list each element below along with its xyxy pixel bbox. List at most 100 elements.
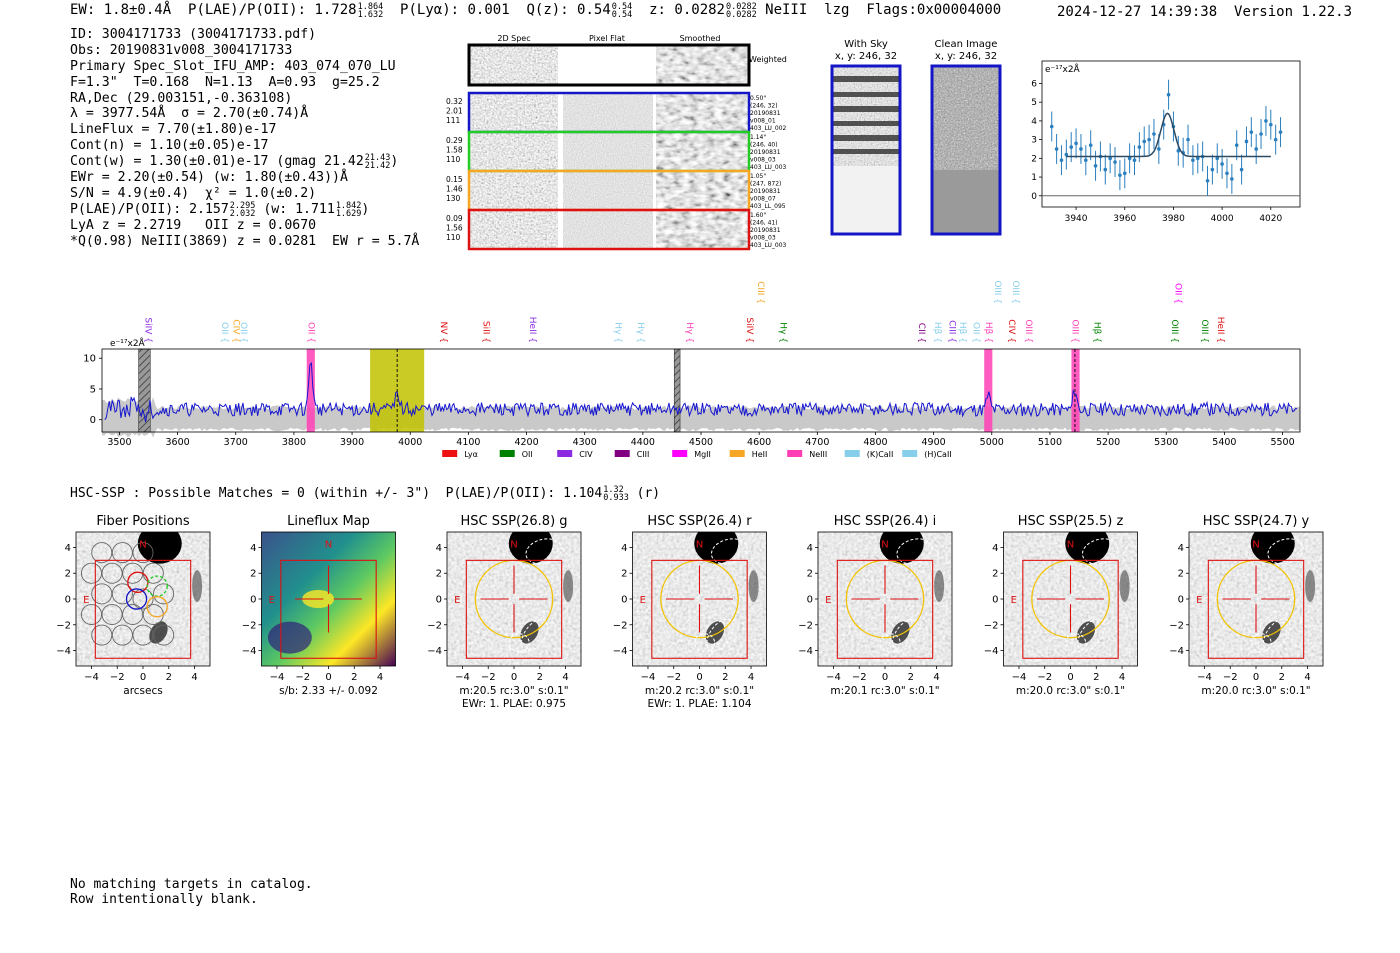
panel-ytick-label: 2 bbox=[65, 569, 71, 580]
spectrum-line-label: Hγ { bbox=[612, 322, 622, 343]
fit-point bbox=[1157, 147, 1161, 151]
cutout-right-label: 20190831 bbox=[750, 149, 781, 156]
clean-image-coord: x, y: 246, 32 bbox=[935, 51, 997, 62]
with-sky-image bbox=[830, 64, 902, 236]
spectrum-xtick-label: 4800 bbox=[863, 437, 887, 448]
panel-xtick-label: 2 bbox=[1093, 672, 1099, 683]
panel-caption: m:20.2 rc:3.0" s:0.1" bbox=[645, 685, 754, 697]
line-fit-chart: e⁻¹⁷x2Å 0 1 2 3 4 5 6 3940 3960 3980 4000 4020 bbox=[1031, 60, 1301, 224]
fiber-circle bbox=[91, 542, 113, 564]
panel-xtick-label: −4 bbox=[455, 672, 470, 683]
spectrum-xtick-label: 4000 bbox=[398, 437, 422, 448]
legend-label: (K)CaII bbox=[867, 450, 894, 459]
east-label: E bbox=[1196, 595, 1202, 606]
footer-line-2: Row intentionally blank. bbox=[70, 892, 258, 907]
fit-point bbox=[1127, 156, 1132, 161]
spectrum-line-label: HeII { bbox=[527, 317, 537, 343]
north-label: N bbox=[325, 539, 332, 550]
panel-ytick-label: −4 bbox=[427, 646, 442, 657]
spectrum-xtick-label: 4500 bbox=[689, 437, 713, 448]
cutout-left-label: 111 bbox=[446, 116, 461, 125]
fit-xtick-label: 4020 bbox=[1259, 214, 1282, 224]
fit-point bbox=[1093, 164, 1098, 168]
panel-ytick-label: 2 bbox=[1178, 569, 1184, 580]
spectrum-xtick-label: 3900 bbox=[340, 437, 364, 448]
fit-point bbox=[1137, 145, 1142, 149]
panel-xtick-label: 0 bbox=[511, 672, 517, 683]
spectrum-highlight bbox=[306, 349, 315, 432]
fiber-circle-highlight bbox=[146, 596, 168, 618]
cutout-right-label: (246, 41) bbox=[750, 220, 778, 227]
spectrum-line-label: OIII { bbox=[1023, 319, 1033, 343]
cutout-right-label: 20190831 bbox=[750, 110, 781, 117]
spectrum-line-label: Hβ { bbox=[932, 322, 942, 343]
info-sn: S/N = 4.9(±0.4) χ² = 1.0(±0.2) bbox=[70, 185, 317, 201]
cutout-left-label: 0.32 bbox=[446, 97, 463, 106]
cutout-left-label: 1.58 bbox=[446, 146, 463, 155]
footer-notes: No matching targets in catalog. Row inten… bbox=[70, 877, 313, 907]
full-spectrum-chart: e⁻¹⁷x2Å 0 5 10 3500 3600 3700 3800 3900 4000 4100 4… bbox=[83, 280, 1301, 459]
cutout-right-label: 403_LU_003 bbox=[750, 242, 787, 249]
east-label: E bbox=[1011, 595, 1017, 606]
cutout-left-label: 2.01 bbox=[446, 107, 463, 116]
info-plae: P(LAE)/P(OII): 2.157 2.295 2.032 (w: 1.711… bbox=[70, 200, 370, 219]
spectrum-line-label: OII { bbox=[238, 322, 248, 343]
cutout-row-border bbox=[467, 208, 751, 251]
spectrum-xtick-label: 3600 bbox=[166, 437, 190, 448]
cutout-right-label: 403_LU_002 bbox=[750, 125, 787, 132]
panel-xtick-label: 0 bbox=[325, 672, 331, 683]
panel-xtick-label: 4 bbox=[562, 672, 568, 683]
spectrum-xtick-label: 3500 bbox=[107, 437, 131, 448]
fit-model-curve bbox=[1066, 112, 1271, 158]
imaging-panel: Fiber Positions N E −4 −4 −2 −2 0 0 2 2 4 4 arcsecs bbox=[56, 514, 211, 697]
panel-ytick-label: −2 bbox=[798, 620, 813, 631]
legend-swatch bbox=[787, 450, 803, 457]
fit-point bbox=[1147, 137, 1151, 142]
fiber-circle bbox=[132, 542, 154, 564]
cutout-right-label: v008_03 bbox=[750, 157, 776, 164]
cutout-right-label: 1.60" bbox=[750, 212, 766, 219]
fit-point bbox=[1195, 156, 1200, 161]
panel-title: HSC SSP(25.5) z bbox=[1018, 514, 1124, 529]
panel-ytick-label: −4 bbox=[613, 646, 628, 657]
cutout-right-label: v008_03 bbox=[750, 235, 776, 242]
spectrum-xtick-label: 4600 bbox=[747, 437, 771, 448]
datetime-label: 2024-12-27 14:39:38 bbox=[1057, 4, 1218, 20]
spectrum-line-label: OIII { bbox=[1199, 319, 1209, 343]
spectrum-xtick-label: 3700 bbox=[224, 437, 248, 448]
fit-point bbox=[1108, 156, 1112, 161]
fit-point bbox=[1049, 124, 1054, 129]
fit-xtick-label: 4000 bbox=[1211, 214, 1234, 224]
cutout-left-label: 110 bbox=[446, 233, 461, 242]
panel-ytick-label: −4 bbox=[798, 646, 813, 657]
north-label: N bbox=[696, 539, 703, 550]
info-lambda: λ = 3977.54Å σ = 2.70(±0.74)Å bbox=[70, 106, 309, 122]
panel-xtick-label: −4 bbox=[1012, 672, 1027, 683]
spectrum-line-label: CIII { bbox=[947, 320, 957, 343]
north-label: N bbox=[1252, 539, 1259, 550]
panel-ytick-label: −2 bbox=[1169, 620, 1184, 631]
panel-xtick-label: 4 bbox=[1304, 672, 1310, 683]
fit-point bbox=[1264, 119, 1268, 123]
east-label: E bbox=[83, 595, 89, 606]
plya-value: P(Lyα): 0.001 bbox=[400, 2, 510, 18]
spectrum-xtick-label: 4100 bbox=[456, 437, 480, 448]
fiber-circle bbox=[101, 562, 123, 584]
fit-point bbox=[1069, 145, 1074, 149]
legend-label: MgII bbox=[694, 450, 711, 459]
legend-swatch bbox=[614, 450, 630, 457]
spectrum-line-label: Hβ { bbox=[1092, 322, 1102, 343]
cutout-right-label: 403_LL_095 bbox=[750, 203, 786, 210]
legend-label: NeIII bbox=[809, 450, 827, 459]
fit-point bbox=[1259, 132, 1263, 136]
col-header-pixel-flat: Pixel Flat bbox=[589, 34, 625, 43]
fiber-circle bbox=[132, 624, 154, 646]
qz-range: 0.54 0.54 bbox=[611, 2, 633, 20]
fit-point bbox=[1191, 158, 1195, 163]
panel-xtick-label: −2 bbox=[1037, 672, 1052, 683]
fit-point bbox=[1079, 147, 1083, 151]
panel-ytick-label: 2 bbox=[621, 569, 627, 580]
panel-xtick-label: 0 bbox=[1067, 672, 1073, 683]
east-label: E bbox=[269, 595, 275, 606]
